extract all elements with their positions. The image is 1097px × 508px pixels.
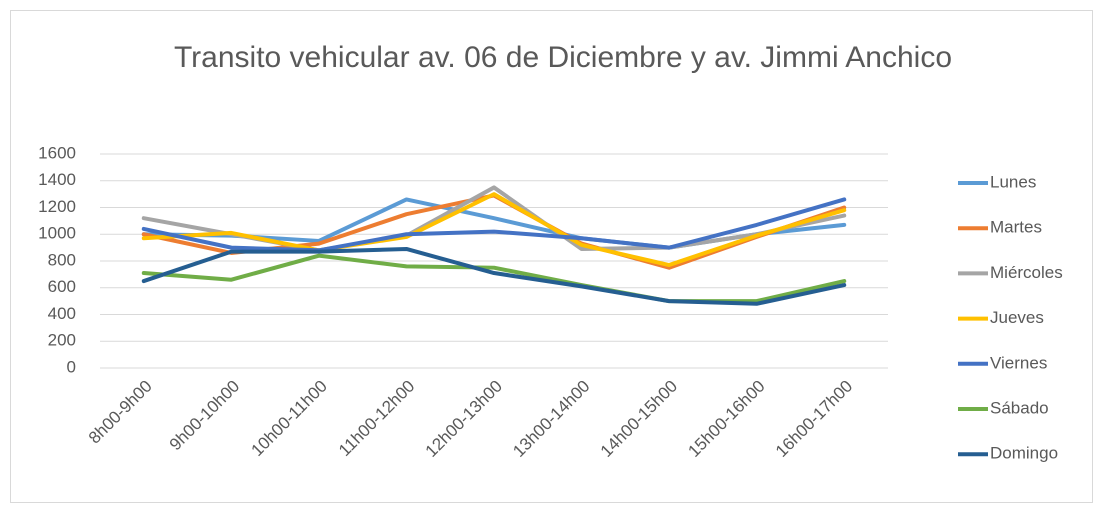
- series-line: [141, 246, 847, 306]
- x-tick-label: 10h00-11h00: [247, 377, 330, 460]
- series-line: [141, 197, 847, 253]
- y-tick-label: 1200: [38, 197, 76, 216]
- series-line: [141, 192, 847, 268]
- series-line: [141, 253, 847, 304]
- legend-label: Domingo: [990, 444, 1058, 463]
- legend-label: Lunes: [990, 172, 1036, 191]
- legend-label: Jueves: [990, 308, 1044, 327]
- chart-border: [10, 10, 1093, 503]
- y-tick-label: 800: [48, 250, 76, 269]
- y-tick-label: 400: [48, 304, 76, 323]
- x-tick-label: 16h00-17h00: [772, 377, 856, 461]
- x-tick-label: 11h00-12h00: [335, 377, 418, 460]
- x-tick-label: 13h00-14h00: [509, 377, 593, 461]
- legend-label: Martes: [990, 218, 1042, 237]
- y-tick-label: 200: [48, 331, 76, 350]
- x-tick-label: 15h00-16h00: [684, 377, 768, 461]
- legend-label: Miércoles: [990, 263, 1063, 282]
- legend-label: Viernes: [990, 353, 1047, 372]
- x-tick-label: 9h00-10h00: [166, 377, 244, 455]
- chart-title: Transito vehicular av. 06 de Diciembre y…: [173, 41, 953, 74]
- x-tick-label: 14h00-15h00: [597, 377, 681, 461]
- y-tick-label: 600: [48, 277, 76, 296]
- y-tick-label: 1600: [38, 143, 76, 162]
- y-tick-label: 1000: [38, 224, 76, 243]
- y-tick-label: 0: [67, 357, 76, 376]
- x-tick-label: 12h00-13h00: [422, 377, 506, 461]
- y-tick-label: 1400: [38, 170, 76, 189]
- legend-label: Sábado: [990, 398, 1049, 417]
- x-tick-label: 8h00-9h00: [85, 377, 156, 448]
